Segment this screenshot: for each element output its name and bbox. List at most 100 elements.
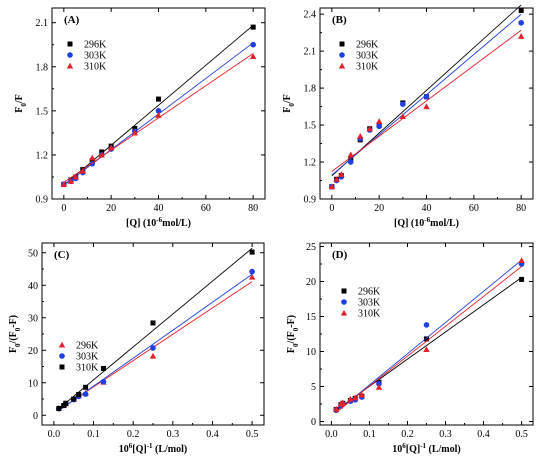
data-point-310K <box>399 113 407 119</box>
y-tick-label: 1.5 <box>36 106 49 117</box>
data-point-310K <box>150 320 156 326</box>
legend-label: 303K <box>356 51 379 62</box>
legend-label: 310K <box>76 363 99 374</box>
data-point-310K <box>107 144 115 151</box>
fit-line-296K <box>63 24 254 186</box>
data-point-310K <box>76 391 82 397</box>
y-tick-label: 10 <box>28 378 38 389</box>
data-point-310K <box>517 33 525 39</box>
y-tick-label: 2.1 <box>36 18 49 29</box>
fit-line-296K <box>58 281 253 411</box>
chart-panel-3: 0.0 0.1 0.2 0.3 0.4 0.5 0 10 20 30 40 50 (C) 106[Q]-1… <box>8 242 265 455</box>
y-axis-title: F0/(F0-F) <box>8 315 22 353</box>
data-point-296K <box>518 7 524 13</box>
y-axis-title: F0/F <box>282 94 296 113</box>
data-point-303K <box>376 123 382 130</box>
y-tick-label: 20 <box>28 346 38 357</box>
legend-label: 310K <box>358 309 381 320</box>
y-tick-label: 40 <box>28 281 38 292</box>
data-point-303K <box>100 378 107 385</box>
data-point-303K <box>82 391 89 397</box>
data-point-310K <box>351 394 359 401</box>
data-point-296K <box>132 125 138 131</box>
x-tick-label: 0.1 <box>87 429 100 440</box>
legend-label: 303K <box>76 352 99 363</box>
x-tick-label: 0 <box>61 203 66 214</box>
legend-label: 296K <box>76 341 99 352</box>
panel-label: (D) <box>332 249 348 261</box>
fit-line-310K <box>335 266 522 413</box>
legend-label: 310K <box>356 62 379 73</box>
fit-line-296K <box>331 4 522 177</box>
data-point-310K <box>249 249 255 255</box>
data-point-310K <box>328 183 336 190</box>
y-tick-label: 0 <box>311 417 316 428</box>
fit-line-310K <box>63 53 254 183</box>
data-point-303K <box>423 93 430 100</box>
legend-marker-303K <box>67 52 73 58</box>
chart-panel-1: 0 20 40 60 80 0.9 1.2 1.5 1.8 2.1 (A) [Q] (10-6mol/… <box>14 7 266 229</box>
y-tick-label: 0.9 <box>36 195 49 206</box>
legend-label: 310K <box>84 62 107 73</box>
data-point-310K <box>366 125 373 132</box>
x-tick-label: 0.3 <box>167 429 180 440</box>
y-tick-label: 1.8 <box>304 84 317 95</box>
data-point-310K <box>100 365 106 371</box>
legend-marker-303K <box>59 353 65 359</box>
x-tick-label: 80 <box>516 203 526 214</box>
data-point-310K <box>375 384 383 390</box>
legend-marker-303K <box>339 52 345 58</box>
data-point-296K <box>156 96 161 102</box>
y-tick-label: 5 <box>311 382 316 393</box>
plot-frame <box>319 242 534 426</box>
x-axis-title: [Q] (10-6mol/L) <box>394 216 459 229</box>
legend-marker-310K <box>59 364 65 370</box>
x-axis-title: 106[Q]-1 (L/mol) <box>392 442 461 455</box>
data-point-310K <box>357 132 364 139</box>
legend-marker-310K <box>66 62 74 69</box>
data-point-310K <box>347 151 354 158</box>
data-point-296K <box>149 352 157 359</box>
legend-marker-296K <box>67 41 73 47</box>
data-point-303K <box>150 345 156 351</box>
y-tick-label: 10 <box>306 347 316 358</box>
panel-label: (C) <box>54 249 70 261</box>
x-tick-label: 0.4 <box>206 429 219 440</box>
x-tick-label: 0 <box>329 203 334 214</box>
data-point-310K <box>339 399 347 406</box>
y-tick-label: 0 <box>33 411 38 422</box>
x-tick-label: 0.4 <box>477 429 490 440</box>
data-point-310K <box>63 400 69 406</box>
x-tick-label: 20 <box>374 203 384 214</box>
fit-line-303K <box>58 273 253 412</box>
y-tick-label: 1.5 <box>304 121 317 132</box>
data-point-310K <box>518 257 525 264</box>
x-tick-label: 0.5 <box>515 429 528 440</box>
x-axis-title: 106[Q]-1 (L/mol) <box>119 442 188 455</box>
data-point-310K <box>67 178 75 184</box>
x-tick-label: 60 <box>201 203 211 214</box>
y-tick-label: 0.9 <box>304 195 317 206</box>
data-point-310K <box>60 181 68 187</box>
data-point-310K <box>131 129 139 136</box>
x-axis-title: [Q] (10-6mol/L) <box>126 216 191 229</box>
data-point-310K <box>155 112 162 118</box>
y-tick-label: 15 <box>306 312 316 323</box>
data-point-303K <box>423 322 430 328</box>
legend-marker-303K <box>341 299 347 305</box>
data-point-310K <box>423 103 430 110</box>
fit-line-310K <box>58 247 253 409</box>
legend-label: 296K <box>84 40 107 51</box>
data-point-310K <box>98 151 105 158</box>
data-point-310K <box>338 171 345 177</box>
y-tick-label: 1.2 <box>36 150 49 161</box>
legend-marker-310K <box>338 62 346 69</box>
y-tick-label: 1.2 <box>304 158 317 169</box>
legend-label: 296K <box>358 287 381 298</box>
data-point-303K <box>376 380 382 387</box>
legend-marker-296K <box>341 288 347 294</box>
data-point-310K <box>83 384 89 390</box>
chart-panel-2: 0 20 40 60 80 0.9 1.2 1.5 1.8 2.1 2.4 (B) [Q] (10-6m… <box>282 4 534 229</box>
data-point-303K <box>249 268 255 275</box>
